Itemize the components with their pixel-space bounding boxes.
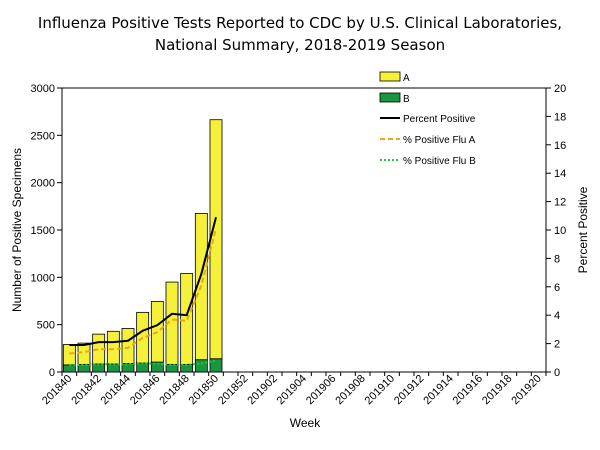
y-tick-label-right: 18 [554, 111, 566, 123]
x-tick-label: 201912 [392, 373, 426, 407]
x-axis-label: Week [290, 416, 321, 430]
x-tick-label: 201910 [363, 373, 397, 407]
bar-a [62, 344, 76, 366]
y-tick-label-right: 2 [554, 339, 560, 351]
bar-a [77, 342, 91, 365]
legend-a-swatch [379, 71, 401, 82]
y-tick-label-right: 12 [554, 197, 566, 209]
x-tick-label: 201842 [69, 373, 103, 407]
legend-positive-flu-b-label: % Positive Flu B [403, 156, 476, 167]
x-tick-label: 201850 [187, 373, 221, 407]
y-tick-label-right: 10 [554, 225, 566, 237]
y-tick-label-right: 4 [554, 310, 560, 322]
legend-b-swatch [379, 92, 401, 103]
y-axis-label-right: Percent Positive [576, 186, 590, 273]
legend-b-label: B [403, 94, 410, 105]
plot-frame [61, 87, 547, 373]
y-tick-label-left: 2500 [31, 130, 55, 142]
bar-a [165, 281, 179, 365]
chart-title-line2: National Summary, 2018-2019 Season [155, 36, 445, 54]
y-tick-label-left: 500 [37, 320, 55, 332]
line-positive-flu-a [69, 228, 217, 355]
bar-a [209, 119, 223, 360]
y-tick-label-left: 0 [49, 367, 55, 379]
x-tick-label: 201852 [216, 373, 250, 407]
bar-b [194, 359, 208, 373]
x-tick-label: 201920 [509, 373, 543, 407]
legend-percent-positive-label: Percent Positive [403, 114, 476, 125]
x-tick-label: 201902 [245, 373, 279, 407]
plot-area: 0 500 1000 1500 2000 2500 3000 0 2 4 6 8 10 12 14 16 18 2… [31, 83, 567, 407]
y-tick-label-right: 16 [554, 140, 566, 152]
bar-b [62, 364, 76, 373]
x-tick-label: 201906 [304, 373, 338, 407]
x-tick-label: 201914 [421, 373, 455, 407]
bar-a [121, 328, 135, 364]
bar-a [106, 330, 120, 365]
bar-b [77, 364, 91, 373]
y-tick-label-left: 3000 [31, 83, 55, 95]
y-tick-label-right: 14 [554, 168, 566, 180]
y-tick-label-left: 1000 [31, 272, 55, 284]
bar-b [209, 358, 223, 373]
x-tick-label: 201916 [451, 373, 485, 407]
y-tick-label-left: 1500 [31, 225, 55, 237]
legend-positive-flu-a-label: % Positive Flu A [403, 135, 476, 146]
line-percent-positive [69, 216, 217, 347]
x-tick-label: 201908 [333, 373, 367, 407]
x-tick-label: 201846 [128, 373, 162, 407]
y-tick-label-left: 2000 [31, 178, 55, 190]
y-tick-label-right: 8 [554, 253, 560, 265]
bar-b [165, 364, 179, 373]
x-tick-label: 201918 [480, 373, 514, 407]
x-tick-label: 201848 [157, 373, 191, 407]
legend-a-label: A [403, 73, 410, 84]
x-tick-label: 201840 [40, 373, 74, 407]
y-axis-label-left: Number of Positive Specimens [10, 148, 24, 312]
x-tick-label: 201844 [99, 373, 133, 407]
chart-title-line1: Influenza Positive Tests Reported to CDC… [38, 14, 562, 32]
x-tick-label: 201904 [275, 373, 309, 407]
y-tick-label-right: 20 [554, 83, 566, 95]
y-tick-label-right: 6 [554, 282, 560, 294]
line-positive-flu-b [69, 359, 217, 366]
legend: AB Percent Positive % Positive Flu A % Posi… [379, 71, 476, 167]
bar-b [121, 363, 135, 373]
y-tick-label-right: 0 [554, 367, 560, 379]
